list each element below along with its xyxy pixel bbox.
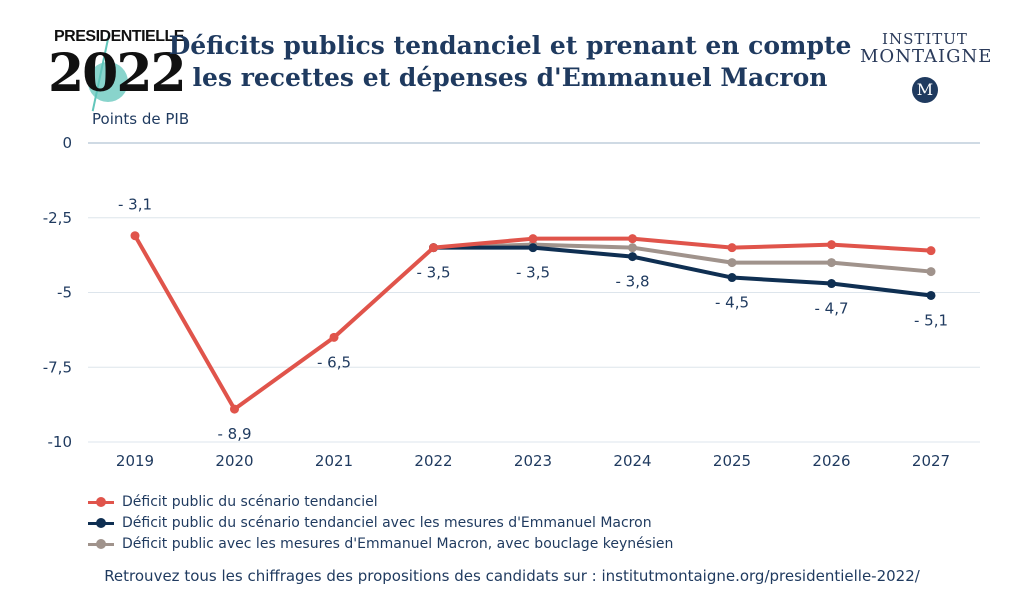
presidentielle-2022-logo: PRESIDENTIELLE 2022 <box>48 24 187 112</box>
series-1-point-2 <box>628 252 637 262</box>
y-tick-label-4: -10 <box>48 433 73 451</box>
series-line-2 <box>431 242 933 274</box>
legend-swatch-bouclage-keynesien <box>88 538 114 550</box>
data-label-2021: - 6,5 <box>317 353 351 371</box>
series-0-point-5 <box>628 234 637 244</box>
footer-source-text: Retrouvez tous les chiffrages des propos… <box>104 567 920 585</box>
series-0-point-1 <box>230 404 239 414</box>
series-1-point-5 <box>926 290 936 300</box>
data-label-2024: - 3,8 <box>615 273 649 291</box>
y-tick-label-2: -5 <box>57 284 72 302</box>
chart-title-line-1: Déficits publics tendanciel et prenant e… <box>168 31 852 60</box>
x-tick-label-2022: 2022 <box>414 452 452 470</box>
x-tick-label-2027: 2027 <box>912 452 950 470</box>
legend-item-bouclage-keynesien: Déficit public avec les mesures d'Emmanu… <box>88 533 673 554</box>
x-tick-label-2021: 2021 <box>315 452 353 470</box>
legend-label-mesures-macron: Déficit public du scénario tendanciel av… <box>122 514 652 531</box>
series-0-point-6 <box>727 243 737 253</box>
series-1-point-4 <box>827 279 836 289</box>
series-0-point-4 <box>528 234 538 244</box>
series-2-point-2 <box>628 243 637 253</box>
data-label-2020: - 8,9 <box>217 425 251 443</box>
logo-accent-circle <box>88 62 128 102</box>
series-1-point-1 <box>528 243 538 253</box>
data-label-2023: - 3,5 <box>516 264 550 282</box>
legend-item-mesures-macron: Déficit public du scénario tendanciel av… <box>88 512 673 533</box>
data-label-2027: - 5,1 <box>914 311 948 329</box>
series-line-1 <box>431 245 933 298</box>
series-0-point-2 <box>329 332 339 342</box>
series-2-point-5 <box>926 267 936 277</box>
series-0-point-7 <box>827 240 836 250</box>
x-tick-label-2019: 2019 <box>116 452 154 470</box>
x-tick-label-2023: 2023 <box>514 452 552 470</box>
series-2-point-3 <box>727 258 737 268</box>
logo-right-badge: M <box>912 77 938 103</box>
x-tick-label-2024: 2024 <box>613 452 651 470</box>
institut-montaigne-logo: INSTITUT MONTAIGNE M <box>860 30 993 103</box>
logo-right-line-2: MONTAIGNE <box>860 46 993 67</box>
data-label-2026: - 4,7 <box>814 300 848 318</box>
chart-title: Déficits publics tendanciel et prenant e… <box>160 30 860 94</box>
series-2-point-4 <box>827 258 836 268</box>
legend-swatch-tendanciel <box>88 496 114 508</box>
legend-swatch-mesures-macron <box>88 517 114 529</box>
x-tick-label-2020: 2020 <box>215 452 253 470</box>
series-1-point-3 <box>727 273 737 283</box>
logo-left-top-text: PRESIDENTIELLE <box>54 28 184 45</box>
y-tick-label-3: -7,5 <box>43 358 72 376</box>
legend: Déficit public du scénario tendanciel Dé… <box>88 491 673 554</box>
series-0-point-8 <box>926 246 936 256</box>
legend-label-bouclage-keynesien: Déficit public avec les mesures d'Emmanu… <box>122 535 674 552</box>
y-tick-label-1: -2,5 <box>43 209 72 227</box>
x-tick-label-2026: 2026 <box>812 452 850 470</box>
data-label-2022: - 3,5 <box>416 264 450 282</box>
y-axis-label: Points de PIB <box>92 110 190 128</box>
chart-title-line-2: les recettes et dépenses d'Emmanuel Macr… <box>192 63 828 92</box>
series-0-point-0 <box>130 231 140 241</box>
data-label-2019: - 3,1 <box>118 196 152 214</box>
legend-label-tendanciel: Déficit public du scénario tendanciel <box>122 493 378 510</box>
legend-item-tendanciel: Déficit public du scénario tendanciel <box>88 491 673 512</box>
x-tick-label-2025: 2025 <box>713 452 751 470</box>
logo-left-year-text: 2022 <box>48 43 187 104</box>
y-tick-label-0: 0 <box>62 134 72 152</box>
series-0-point-3 <box>429 243 438 253</box>
logo-right-line-1: INSTITUT <box>882 30 968 48</box>
data-label-2025: - 4,5 <box>715 294 749 312</box>
